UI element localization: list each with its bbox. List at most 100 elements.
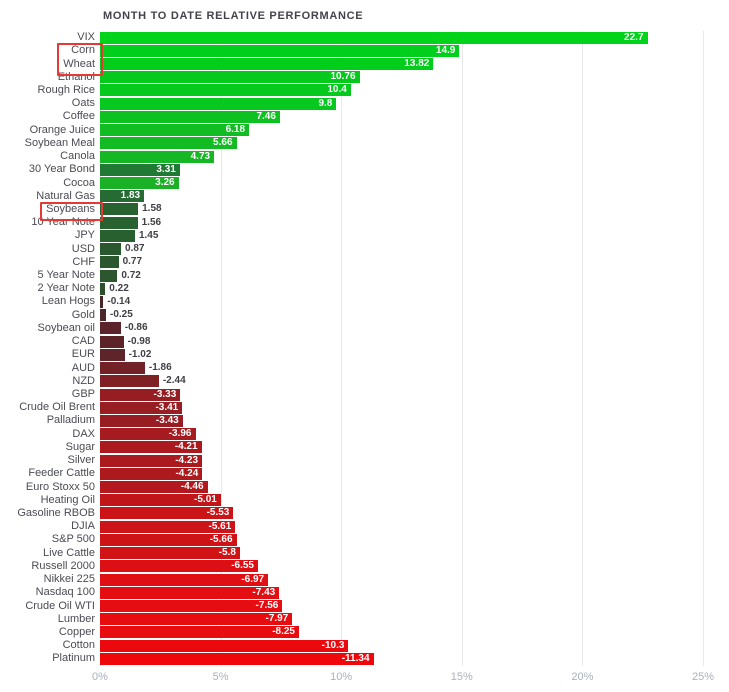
bar-row: Oats 9.8 (0, 97, 729, 110)
bar-row: Wheat 13.82 (0, 57, 729, 71)
bar: -7.97 (100, 613, 293, 626)
gridline (582, 31, 584, 666)
value-label: 4.73 (190, 150, 211, 162)
x-axis-label: 15% (450, 671, 473, 683)
value-label: 5.66 (213, 137, 233, 149)
bar-track: 14.9 (100, 44, 729, 57)
bar-track: 10.76 (100, 71, 729, 84)
category-label-text: Euro Stoxx 50 (25, 480, 95, 493)
bar-row: 10 Year Note 1.56 (0, 216, 729, 229)
bar-track: 9.8 (100, 97, 729, 110)
bar (100, 322, 121, 335)
bar-row: Corn 14.9 (0, 44, 729, 57)
category-label: Russell 2000 (0, 560, 100, 572)
category-label: Corn (0, 45, 100, 56)
bar-track: 1.83 (100, 190, 729, 203)
category-label: Gold (0, 308, 100, 321)
value-label: -7.56 (255, 600, 279, 612)
category-label: Soybean Meal (0, 136, 100, 149)
value-label: -3.41 (155, 401, 179, 413)
bar-row: Coffee 7.46 (0, 110, 729, 123)
category-label: Canola (0, 151, 100, 162)
bar-row: Lean Hogs -0.14 (0, 295, 729, 308)
bar-track: -1.02 (100, 348, 729, 361)
bar-row: Gasoline RBOB -5.53 (0, 507, 729, 520)
category-label-text: Soybean Meal (24, 136, 95, 149)
bar-track: -4.46 (100, 481, 729, 494)
category-label-text: Coffee (62, 110, 95, 123)
bar-row: USD 0.87 (0, 243, 729, 256)
category-label-text: DAX (72, 427, 95, 440)
value-label: 10.76 (330, 71, 356, 83)
category-label-text: Gold (71, 308, 95, 321)
bar: 7.46 (100, 110, 280, 123)
bar-row: Nasdaq 100 -7.43 (0, 586, 729, 599)
category-label-text: Soybeans (46, 202, 95, 215)
bar: 14.9 (100, 44, 460, 57)
value-label: -11.34 (341, 652, 370, 664)
bar-row: VIX 22.7 (0, 31, 729, 44)
bar: 10.76 (100, 71, 360, 84)
category-label: Feeder Cattle (0, 468, 100, 479)
value-label: 0.87 (124, 243, 145, 255)
bar: -4.46 (100, 481, 208, 494)
category-label: Rough Rice (0, 84, 100, 96)
bar-row: Russell 2000 -6.55 (0, 560, 729, 573)
bar-row: 2 Year Note 0.22 (0, 282, 729, 295)
category-label-text: Gasoline RBOB (17, 506, 95, 519)
bar-track: -7.56 (100, 600, 729, 613)
bar-row: NZD -2.44 (0, 375, 729, 388)
category-label-text: JPY (74, 229, 95, 242)
value-label: -3.33 (153, 388, 177, 400)
bar (100, 295, 104, 308)
bar-row: Platinum -11.34 (0, 652, 729, 665)
bar-row: AUD -1.86 (0, 361, 729, 375)
category-label-text: EUR (71, 348, 95, 361)
value-label: -5.01 (194, 494, 217, 506)
bar: -5.53 (100, 507, 234, 520)
bar-row: EUR -1.02 (0, 348, 729, 361)
bar-track: 3.26 (100, 177, 729, 190)
bar-row: 5 Year Note 0.72 (0, 269, 729, 282)
category-label: S&P 500 (0, 534, 100, 545)
category-label: Nasdaq 100 (0, 587, 100, 598)
category-label: DAX (0, 427, 100, 440)
category-label-text: Silver (67, 454, 95, 467)
bar (100, 362, 145, 375)
bar-track: -5.66 (100, 533, 729, 546)
category-label-text: 30 Year Bond (28, 163, 95, 176)
category-label-text: Crude Oil Brent (19, 401, 95, 414)
bar: 1.83 (100, 190, 145, 203)
category-label-text: 5 Year Note (37, 269, 96, 282)
bar: 5.66 (100, 137, 237, 150)
value-label: -8.25 (272, 626, 295, 638)
bar: 3.26 (100, 177, 179, 190)
category-label: Crude Oil WTI (0, 600, 100, 612)
category-label: Wheat (0, 58, 100, 70)
category-label: Coffee (0, 111, 100, 122)
value-label: -4.24 (175, 467, 199, 479)
bar-row: Gold -0.25 (0, 309, 729, 322)
value-label: -6.97 (241, 573, 265, 585)
bar-row: Heating Oil -5.01 (0, 494, 729, 507)
category-label: Copper (0, 626, 100, 638)
category-label-text: Orange Juice (29, 123, 95, 136)
bar-track: -5.53 (100, 507, 729, 520)
bar-row: CHF 0.77 (0, 256, 729, 269)
bar: -4.23 (100, 454, 203, 467)
bar-row: CAD -0.98 (0, 335, 729, 348)
value-label: -1.86 (148, 362, 172, 374)
bar: -6.55 (100, 560, 258, 573)
bar-row: Natural Gas 1.83 (0, 190, 729, 203)
value-label: 7.46 (256, 110, 276, 122)
bar (100, 309, 107, 322)
bar: -4.21 (100, 441, 202, 454)
bar-track: 5.66 (100, 137, 729, 150)
gridline (703, 31, 704, 666)
bar-row: Cotton -10.3 (0, 639, 729, 652)
category-label-text: GBP (71, 388, 95, 401)
bar: -3.96 (100, 428, 196, 441)
bar: -5.01 (100, 494, 221, 507)
bar-track: 6.18 (100, 124, 729, 137)
bar-row: Euro Stoxx 50 -4.46 (0, 480, 729, 494)
